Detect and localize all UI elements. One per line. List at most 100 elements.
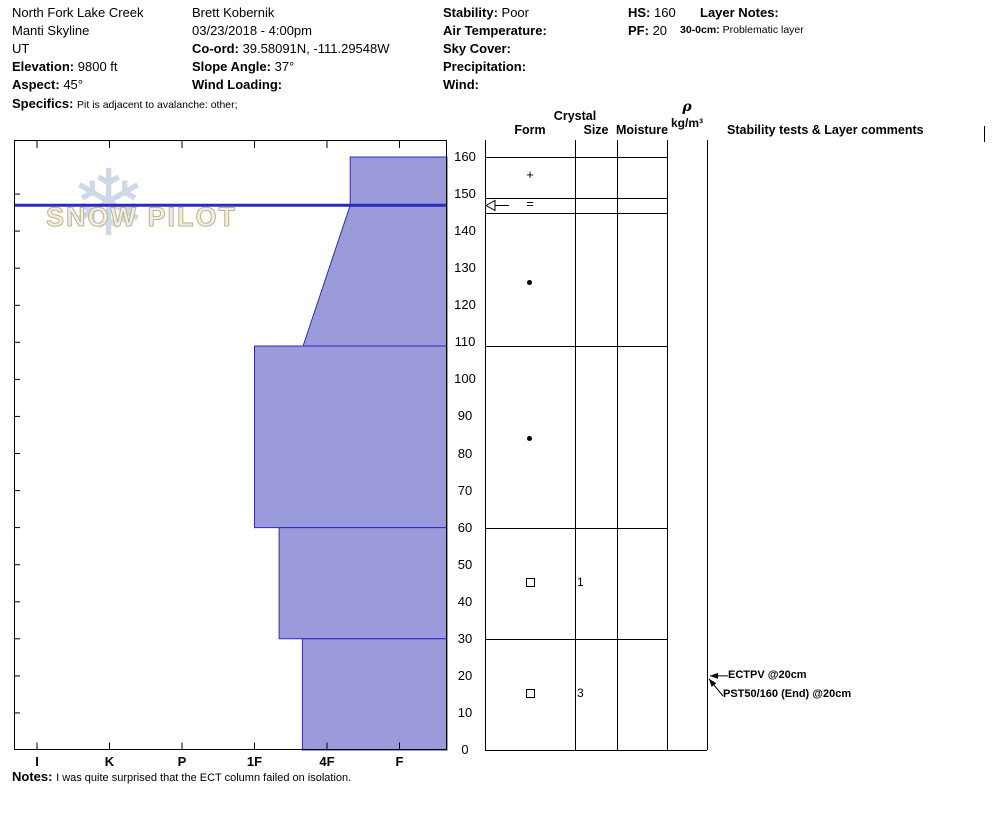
wind-loading-row: Wind Loading: [192, 76, 390, 94]
layer-boundary-line [485, 198, 667, 199]
depth-axis-label: 30 [457, 631, 473, 646]
air-temperature-row: Air Temperature: [443, 22, 547, 40]
layer-note-depth: 30-0cm: [680, 24, 720, 36]
precipitation-row: Precipitation: [443, 58, 547, 76]
coord-value: 39.58091N, -111.29548W [242, 41, 390, 56]
slope-angle-label: Slope Angle: [192, 59, 271, 74]
hardness-axis-label: I [35, 754, 39, 769]
grain-form-round-icon [527, 436, 532, 441]
grain-form-facet-icon [526, 578, 535, 587]
crystal-header: Crystal [553, 109, 597, 123]
specifics-row: Specifics: Pit is adjacent to avalanche:… [12, 96, 238, 111]
table-column-line [617, 140, 618, 750]
specifics-label: Specifics: [12, 96, 74, 111]
depth-axis-label: 10 [457, 705, 473, 720]
slope-angle-value: 37° [274, 59, 295, 74]
observer-name: Brett Kobernik [192, 5, 275, 20]
grain-form-plus-icon: + [526, 167, 534, 182]
layer-notes-title: Layer Notes: [680, 4, 804, 22]
grain-form-round-icon [527, 280, 532, 285]
layer-boundary-line [485, 213, 667, 214]
depth-axis-label: 20 [457, 668, 473, 683]
depth-axis-label: 60 [457, 520, 473, 535]
coord-row: Co-ord: 39.58091N, -111.29548W [192, 40, 390, 58]
depth-axis-label: 100 [454, 371, 476, 386]
layer-note-text: Problematic layer [722, 24, 804, 36]
grain-form-equals-icon: = [526, 196, 534, 211]
chart-border [14, 140, 447, 750]
grain-size-value: 3 [577, 686, 584, 700]
slope-angle-row: Slope Angle: 37° [192, 58, 390, 76]
grain-size-value: 1 [577, 575, 584, 589]
pf-value: 20 [652, 23, 668, 38]
specifics-value: Pit is adjacent to avalanche: other; [77, 99, 238, 111]
totals-block: HS: 160 PF: 20 [628, 4, 676, 40]
depth-axis-label: 160 [454, 149, 476, 164]
stability-tests-header: Stability tests & Layer comments [727, 123, 924, 137]
stability-value: Poor [501, 5, 529, 20]
table-right-border [984, 126, 985, 142]
stability-test-label: ECTPV @20cm [728, 669, 807, 681]
form-header: Form [514, 123, 546, 137]
mountain-range: Manti Skyline [12, 23, 90, 38]
layer-boundary-line [485, 346, 667, 347]
aspect-label: Aspect: [12, 77, 60, 92]
stability-label: Stability: [443, 5, 498, 20]
hardness-axis-label: 4F [319, 754, 335, 769]
grain-form-facet-icon [526, 689, 535, 698]
stability-test-arrows [708, 672, 728, 697]
state: UT [12, 41, 30, 56]
pit-site-name: North Fork Lake Creek [12, 5, 144, 20]
precipitation-label: Precipitation: [443, 59, 527, 74]
elevation-label: Elevation: [12, 59, 75, 74]
sky-cover-row: Sky Cover: [443, 40, 547, 58]
hardness-axis-label: P [177, 754, 187, 769]
pf-label: PF: [628, 23, 649, 38]
pit-datetime: 03/23/2018 - 4:00pm [192, 23, 312, 38]
layer-boundary-line [485, 750, 707, 751]
pf-row: PF: 20 [628, 22, 676, 40]
table-column-line [707, 140, 708, 750]
hardness-axis-label: F [395, 754, 404, 769]
depth-axis-label: 80 [457, 446, 473, 461]
depth-axis-label: 40 [457, 594, 473, 609]
stability-row: Stability: Poor [443, 4, 547, 22]
hs-value: 160 [654, 5, 676, 20]
aspect-row: Aspect: 45° [12, 76, 144, 94]
depth-axis-label: 70 [457, 483, 473, 498]
hardness-axis-label: K [104, 754, 115, 769]
notes-label: Notes: [12, 769, 53, 784]
stability-test-label: PST50/160 (End) @20cm [723, 688, 852, 700]
depth-axis-label: 130 [454, 260, 476, 275]
table-column-line [575, 140, 576, 750]
hardness-axis-label: 1F [246, 754, 263, 769]
flagged-layer-arrow-icon [484, 199, 509, 212]
wind-loading-label: Wind Loading: [192, 77, 283, 92]
depth-axis-label: 0 [461, 742, 469, 757]
layer-boundary-line [485, 157, 667, 158]
hs-label: HS: [628, 5, 651, 20]
elevation-value: 9800 ft [77, 59, 118, 74]
notes-row: Notes: I was quite surprised that the EC… [12, 769, 351, 784]
depth-axis-label: 90 [457, 408, 473, 423]
wind-label: Wind: [443, 77, 479, 92]
sky-cover-label: Sky Cover: [443, 41, 511, 56]
air-temperature-label: Air Temperature: [443, 23, 547, 38]
layer-note-entry: 30-0cm: Problematic layer [680, 22, 804, 38]
coord-label: Co-ord: [192, 41, 239, 56]
notes-value: I was quite surprised that the ECT colum… [56, 772, 352, 784]
table-column-line [485, 140, 486, 750]
depth-axis-label: 50 [457, 557, 473, 572]
layer-boundary-line [485, 639, 667, 640]
conditions-block: Stability: Poor Air Temperature: Sky Cov… [443, 4, 547, 94]
size-header: Size [583, 123, 609, 137]
layer-notes-block: Layer Notes: 30-0cm: Problematic layer [680, 4, 804, 38]
aspect-value: 45° [63, 77, 83, 92]
depth-axis-label: 110 [454, 334, 476, 349]
snow-profile-chart [14, 140, 448, 751]
table-column-line [667, 140, 668, 750]
pst-arrow [708, 678, 724, 697]
depth-axis-label: 120 [454, 297, 476, 312]
